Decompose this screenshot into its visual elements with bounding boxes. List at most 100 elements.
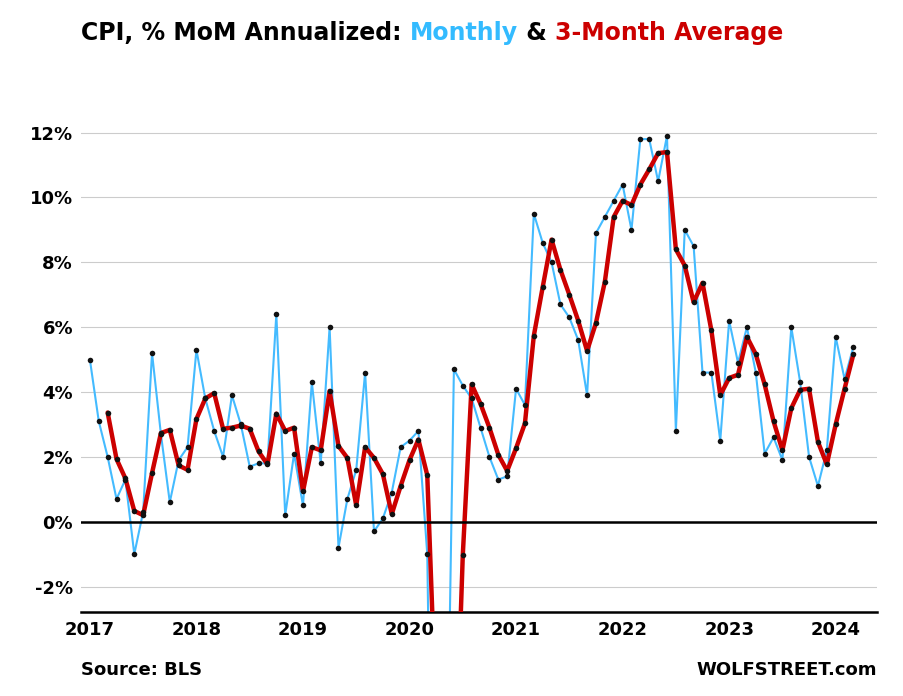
Point xyxy=(801,451,815,462)
Point xyxy=(615,195,629,206)
Point xyxy=(358,367,372,378)
Point xyxy=(198,393,212,404)
Point xyxy=(100,407,115,418)
Point xyxy=(127,548,142,560)
Point xyxy=(242,461,256,472)
Point xyxy=(836,374,851,385)
Point xyxy=(163,425,177,436)
Point xyxy=(358,441,372,452)
Text: Source: BLS: Source: BLS xyxy=(81,661,202,679)
Point xyxy=(189,413,203,425)
Point xyxy=(189,345,203,356)
Point xyxy=(376,513,390,524)
Point xyxy=(455,550,470,561)
Point xyxy=(420,470,434,481)
Point xyxy=(685,296,700,308)
Point xyxy=(277,509,292,521)
Point xyxy=(730,369,744,380)
Point xyxy=(277,425,292,436)
Point xyxy=(721,315,736,326)
Point xyxy=(792,377,806,388)
Point xyxy=(783,403,797,414)
Point xyxy=(481,451,496,462)
Point xyxy=(571,335,585,346)
Point xyxy=(154,427,168,438)
Point xyxy=(322,386,337,397)
Point xyxy=(420,548,434,560)
Point xyxy=(180,441,194,452)
Point xyxy=(82,354,97,365)
Point xyxy=(225,422,239,433)
Point xyxy=(757,448,771,459)
Point xyxy=(251,446,265,457)
Point xyxy=(632,134,647,145)
Point xyxy=(242,423,256,434)
Point xyxy=(845,341,860,352)
Point xyxy=(225,390,239,401)
Point xyxy=(624,200,638,211)
Point xyxy=(393,441,407,452)
Point xyxy=(260,458,275,469)
Point xyxy=(535,282,549,293)
Point xyxy=(286,448,301,459)
Point xyxy=(118,473,133,484)
Point xyxy=(464,379,479,390)
Point xyxy=(499,470,514,482)
Point xyxy=(330,441,345,452)
Point xyxy=(641,164,656,175)
Point xyxy=(286,422,301,433)
Point xyxy=(712,390,727,401)
Point xyxy=(739,322,753,333)
Point xyxy=(144,347,159,358)
Point xyxy=(748,367,762,378)
Point xyxy=(766,416,780,427)
Point xyxy=(783,322,797,333)
Point xyxy=(641,134,656,145)
Point xyxy=(473,422,488,433)
Point xyxy=(624,224,638,235)
Text: WOLFSTREET.com: WOLFSTREET.com xyxy=(695,661,876,679)
Point xyxy=(233,420,247,431)
Point xyxy=(562,289,576,300)
Point xyxy=(517,418,532,429)
Point xyxy=(694,277,709,288)
Point xyxy=(163,497,177,508)
Point xyxy=(694,367,709,378)
Point xyxy=(650,148,665,159)
Point xyxy=(91,416,106,427)
Point xyxy=(819,445,833,456)
Point xyxy=(774,445,788,456)
Point xyxy=(757,379,771,390)
Point xyxy=(571,315,585,326)
Point xyxy=(632,179,647,190)
Point xyxy=(490,474,505,485)
Point xyxy=(588,228,602,239)
Point xyxy=(597,212,611,223)
Point xyxy=(233,419,247,430)
Point xyxy=(766,432,780,443)
Point xyxy=(207,425,221,436)
Point xyxy=(207,388,221,399)
Point xyxy=(135,509,150,521)
Point xyxy=(340,452,354,464)
Point xyxy=(810,480,824,491)
Point xyxy=(384,487,398,498)
Point xyxy=(411,425,425,436)
Point xyxy=(748,349,762,360)
Text: Monthly: Monthly xyxy=(410,22,517,45)
Point xyxy=(526,208,540,219)
Point xyxy=(172,454,186,466)
Point xyxy=(606,212,620,223)
Point xyxy=(313,458,328,469)
Point xyxy=(340,493,354,505)
Point xyxy=(198,393,212,404)
Point xyxy=(251,458,265,469)
Point xyxy=(109,454,124,465)
Point xyxy=(384,509,398,520)
Point xyxy=(393,480,407,491)
Point xyxy=(650,175,665,187)
Point xyxy=(349,500,363,511)
Point xyxy=(508,383,523,395)
Point xyxy=(216,451,230,462)
Point xyxy=(144,468,159,479)
